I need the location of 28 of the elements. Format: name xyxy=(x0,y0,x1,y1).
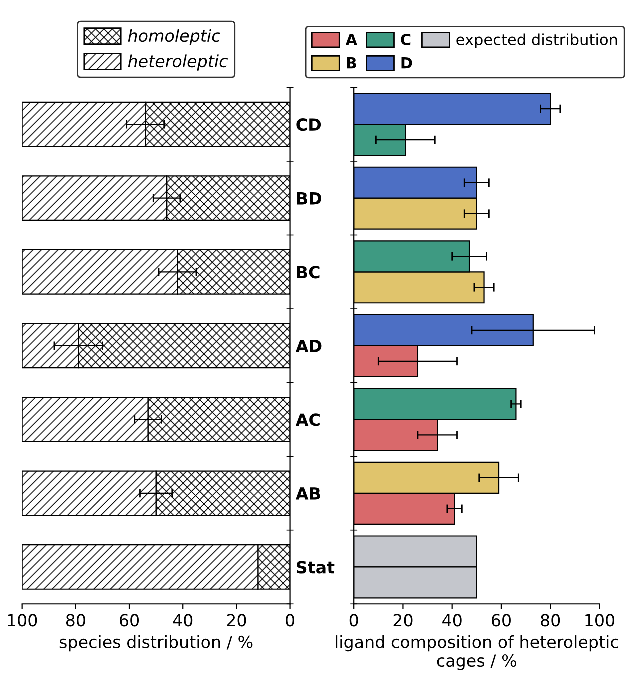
legend-label: D xyxy=(402,58,412,69)
y-tick-label: BC xyxy=(297,266,320,279)
legend-label: C xyxy=(401,34,411,46)
x-tick-label: 60 xyxy=(492,614,511,627)
x-tick-label: 80 xyxy=(66,614,86,627)
y-tick-label: AB xyxy=(296,488,320,500)
y-tick-label: Stat xyxy=(297,561,335,574)
x-tick-label: 60 xyxy=(120,614,140,627)
legend-label: A xyxy=(346,34,358,46)
x-tick-label: 80 xyxy=(541,614,560,627)
legend-label: expected distribution xyxy=(456,34,618,48)
y-tick-label: AC xyxy=(296,414,320,426)
x-tick-label: 100 xyxy=(8,614,38,627)
y-tick-label: CD xyxy=(296,118,322,132)
x-tick-label: 20 xyxy=(394,614,413,627)
x-axis-title: ligand composition of heteroleptic cages / % xyxy=(336,636,618,670)
legend-label: homoleptic xyxy=(128,29,221,46)
x-tick-label: 0 xyxy=(286,614,294,627)
y-tick-label: BD xyxy=(297,192,322,205)
legend-label: B xyxy=(347,58,356,69)
x-tick-label: 40 xyxy=(173,614,193,627)
x-tick-label: 40 xyxy=(442,614,462,627)
x-axis-title: species distribution / % xyxy=(60,636,253,652)
x-tick-label: 100 xyxy=(586,614,615,627)
legend-label: heteroleptic xyxy=(128,54,228,71)
x-tick-label: 20 xyxy=(227,614,246,627)
y-tick-label: AD xyxy=(296,340,322,352)
x-tick-label: 0 xyxy=(350,614,358,627)
